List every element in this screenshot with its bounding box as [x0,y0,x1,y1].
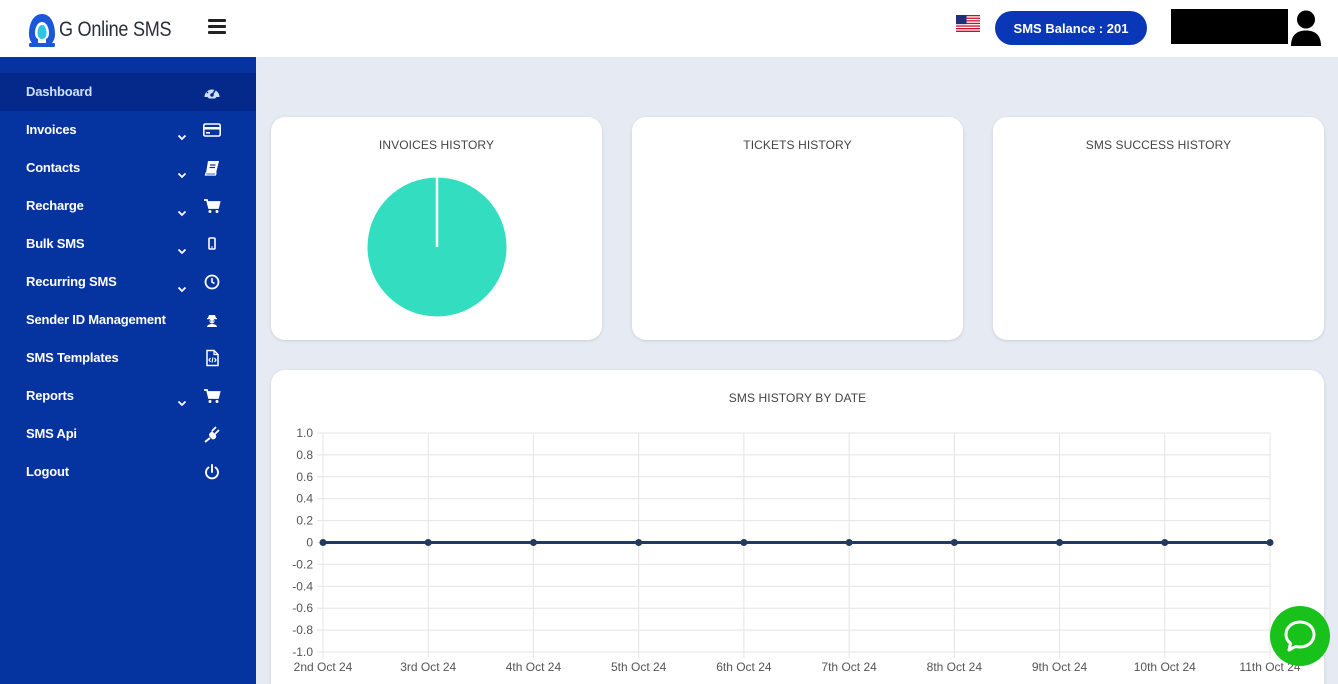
x-tick-label: 2nd Oct 24 [294,660,353,674]
y-tick-label: 0 [306,536,313,550]
y-tick-label: 1.0 [296,426,313,440]
mobile-icon [208,237,216,250]
y-tick-label: -0.6 [292,601,313,615]
sidebar-item-label: Invoices [26,122,77,137]
us-flag-icon[interactable] [956,15,980,32]
address-book-icon [204,161,219,176]
data-point[interactable] [319,539,327,546]
sidebar-item-label: SMS Api [26,426,77,441]
sidebar-item-sms-templates[interactable]: SMS Templates [0,339,256,377]
dashboard-icon [204,86,220,99]
user-name-box [1171,9,1288,44]
sidebar-item-label: Reports [26,388,74,403]
sidebar: G Online SMS Dashboard Invoices [0,0,256,684]
chevron-down-icon [177,248,187,255]
chevron-down-icon [177,400,187,407]
sms-balance-button[interactable]: SMS Balance : 201 [995,11,1147,45]
sidebar-item-label: Contacts [26,160,81,175]
sidebar-item-reports[interactable]: Reports [0,377,256,415]
sidebar-menu: Dashboard Invoices Contacts [0,73,256,491]
x-tick-label: 10th Oct 24 [1134,660,1196,674]
x-tick-label: 5th Oct 24 [611,660,667,674]
x-tick-label: 11th Oct 24 [1239,660,1300,674]
sidebar-item-recurring-sms[interactable]: Recurring SMS [0,263,256,301]
x-tick-label: 4th Oct 24 [506,660,562,674]
file-code-icon [206,349,219,367]
y-tick-label: 0.2 [296,514,313,528]
y-tick-label: -0.8 [292,623,313,637]
sidebar-item-sms-api[interactable]: SMS Api [0,415,256,453]
invoices-history-card: INVOICES HISTORY [271,117,602,340]
sidebar-item-label: Recharge [26,198,84,213]
x-tick-label: 6th Oct 24 [716,660,772,674]
sidebar-item-label: Dashboard [26,84,93,99]
x-tick-label: 7th Oct 24 [821,660,877,674]
y-tick-label: -1.0 [292,645,313,659]
sidebar-item-recharge[interactable]: Recharge [0,187,256,225]
data-point[interactable] [1161,539,1169,546]
y-tick-label: 0.4 [296,492,313,506]
sms-history-line-chart: 1.0 0.8 0.6 0.4 0.2 0 -0.2 -0.4 -0.6 -0.8 -1.02nd … [292,426,1301,674]
sidebar-item-label: Logout [26,464,69,479]
power-icon [205,464,219,480]
live-chat-button[interactable] [1270,606,1330,666]
data-point[interactable] [845,539,853,546]
top-bar: SMS Balance : 201 [256,0,1338,57]
sidebar-item-label: Sender ID Management [26,312,166,327]
sidebar-item-invoices[interactable]: Invoices [0,111,256,149]
cart-icon [204,199,221,213]
data-point[interactable] [635,539,643,546]
hamburger-line-icon [208,25,226,28]
user-avatar-icon[interactable] [1289,9,1323,46]
sms-history-by-date-card: SMS HISTORY BY DATE 1.0 0.8 0.6 0.4 0.2 0 -0.2… [271,370,1324,684]
y-tick-label: -0.4 [292,579,313,593]
clock-icon [204,274,220,290]
sidebar-item-contacts[interactable]: Contacts [0,149,256,187]
data-point[interactable] [424,539,432,546]
chevron-down-icon [177,134,187,141]
chat-bubble-icon [1284,620,1316,652]
sidebar-item-logout[interactable]: Logout [0,453,256,491]
card-title: INVOICES HISTORY [378,138,495,152]
sidebar-item-bulk-sms[interactable]: Bulk SMS [0,225,256,263]
y-tick-label: 0.8 [296,448,313,462]
data-point[interactable] [950,539,958,546]
y-tick-label: -0.2 [292,557,313,571]
x-tick-label: 8th Oct 24 [927,660,983,674]
invoices-pie-chart [367,177,507,317]
chevron-down-icon [177,172,187,179]
sms-success-history-card: SMS SUCCESS HISTORY [993,117,1324,340]
sidebar-item-label: Recurring SMS [26,274,117,289]
sidebar-item-label: SMS Templates [26,350,119,365]
brand-logo-icon [29,14,55,47]
sidebar-item-label: Bulk SMS [26,236,85,251]
cart-icon [204,389,221,403]
chevron-down-icon [177,286,187,293]
card-title: SMS SUCCESS HISTORY [1085,138,1232,152]
user-secret-icon [207,315,217,327]
brand-name: G Online SMS [59,18,172,41]
brand-header: G Online SMS [0,0,256,57]
data-point[interactable] [1056,539,1064,546]
card-title: TICKETS HISTORY [743,138,852,152]
data-point[interactable] [1266,539,1274,546]
hamburger-line-icon [208,31,226,34]
y-tick-label: 0.6 [296,470,313,484]
chevron-down-icon [177,210,187,217]
data-point[interactable] [529,539,537,546]
x-tick-label: 9th Oct 24 [1032,660,1088,674]
card-title: SMS HISTORY BY DATE [728,391,867,405]
sidebar-item-dashboard[interactable]: Dashboard [0,73,256,111]
hamburger-line-icon [208,19,226,22]
sidebar-item-sender-id-management[interactable]: Sender ID Management [0,301,256,339]
x-tick-label: 3rd Oct 24 [400,660,456,674]
tickets-history-card: TICKETS HISTORY [632,117,963,340]
data-point[interactable] [740,539,748,546]
credit-card-icon [203,123,221,137]
plug-icon [204,426,220,443]
menu-toggle-button[interactable] [208,19,226,35]
